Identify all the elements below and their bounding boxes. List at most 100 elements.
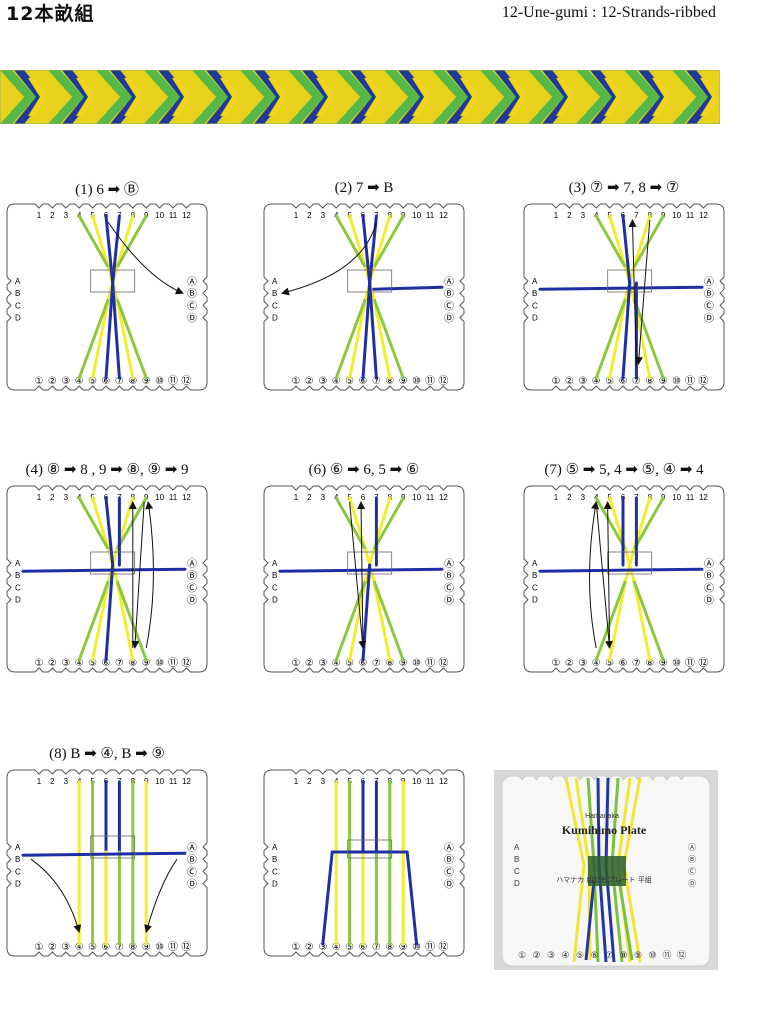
strand <box>538 285 704 291</box>
top-number: 11 <box>426 493 435 502</box>
bottom-number: ③ <box>61 376 70 387</box>
strand <box>372 578 405 662</box>
move-arrow <box>357 501 366 649</box>
top-number: 1 <box>294 777 299 786</box>
step-panel-1: (1) 6 ➡ Ⓑ 1 2 3 4 5 6 7 8 9 10 11 12 ① ② ③ ④ ⑤ ⑥ ⑦ ⑧ ⑨ ⑩ ⑪ ⑫ A B C… <box>2 178 212 400</box>
bottom-number: ⑦ <box>115 658 124 669</box>
bottom-number: ⑥ <box>619 658 628 669</box>
side-letter-right: Ⓑ <box>444 570 454 582</box>
move-arrow <box>30 858 82 933</box>
side-letter-right: Ⓐ <box>187 558 197 570</box>
top-number: 12 <box>439 493 448 502</box>
strand <box>104 496 115 567</box>
top-number: 11 <box>686 493 695 502</box>
bottom-number: ⑩ <box>412 376 421 387</box>
side-letter-left: B <box>15 855 20 864</box>
plate-outline <box>263 203 465 391</box>
top-number: 3 <box>64 777 69 786</box>
strand <box>91 214 111 270</box>
bottom-number: ⑥ <box>359 942 368 953</box>
top-number: 1 <box>294 211 299 220</box>
strand <box>538 567 704 573</box>
strand <box>91 496 111 552</box>
bottom-number: ⑧ <box>385 658 394 669</box>
move-arrow <box>281 221 377 296</box>
side-letter-left: A <box>15 843 21 852</box>
side-letter-right: Ⓓ <box>444 879 454 891</box>
braid-chevron-yellow <box>316 78 334 116</box>
braid-chevron-green <box>480 70 516 124</box>
braid-chevron-green <box>432 70 468 124</box>
bottom-number: ⑥ <box>102 658 111 669</box>
bottom-number: ⑥ <box>619 376 628 387</box>
top-number: 2 <box>50 211 55 220</box>
strand <box>621 281 632 380</box>
bottom-number: ⑨ <box>399 658 408 669</box>
bottom-number: ⑥ <box>102 376 111 387</box>
side-letter-left: B <box>272 855 277 864</box>
bottom-number: ⑦ <box>372 942 381 953</box>
bottom-number: ⑫ <box>698 375 708 387</box>
side-letter-left: B <box>272 289 277 298</box>
top-number: 2 <box>567 493 572 502</box>
top-number: 6 <box>361 493 366 502</box>
photo-bottom-number: ⑨ <box>634 951 642 961</box>
side-letter-left: D <box>15 880 21 889</box>
top-number: 12 <box>439 211 448 220</box>
top-number: 12 <box>439 777 448 786</box>
side-letter-left: A <box>15 277 21 286</box>
top-number: 3 <box>64 211 69 220</box>
photo-notch <box>634 775 642 781</box>
title-english: 12-Une-gumi : 12-Strands-ribbed <box>501 4 716 21</box>
side-letter-right: Ⓐ <box>187 842 197 854</box>
side-letter-left: D <box>272 880 278 889</box>
photo-letter-b: B <box>514 855 519 864</box>
side-letter-left: D <box>15 314 21 323</box>
top-number: 12 <box>699 211 708 220</box>
side-letter-right: Ⓑ <box>187 570 197 582</box>
braid-chevron-yellow <box>412 78 430 116</box>
strand <box>104 281 115 380</box>
bottom-number: ⑤ <box>605 376 614 387</box>
photo-notch <box>678 775 685 781</box>
step-label: (1) 6 ➡ Ⓑ <box>75 182 139 198</box>
photo-letter-a: A <box>514 843 520 852</box>
braid-chevron-green <box>288 70 324 124</box>
strand <box>21 567 187 573</box>
side-letter-left: A <box>15 559 21 568</box>
braid-chevron-green <box>672 70 708 124</box>
braid-chevron-green <box>0 70 36 124</box>
bottom-number: ② <box>48 376 57 387</box>
bottom-number: ④ <box>332 376 341 387</box>
strand <box>104 214 115 285</box>
top-number: 11 <box>426 211 435 220</box>
step-panel-5: (6) ⑥ ➡ 6, 5 ➡ ⑥ 1 2 3 4 5 6 7 8 9 10 11 12 ① ② ③ ④ ⑤ ⑥ ⑦ ⑧… <box>259 460 469 682</box>
side-letter-right: Ⓑ <box>187 854 197 866</box>
photo-bottom-number: ③ <box>547 951 555 961</box>
photo-brand: Hamanaka <box>585 813 619 820</box>
bottom-number: ⑨ <box>142 942 151 953</box>
strand <box>334 578 368 662</box>
top-number: 1 <box>37 211 42 220</box>
strand <box>348 496 368 552</box>
strand <box>115 578 135 662</box>
bottom-number: ⑦ <box>372 376 381 387</box>
top-number: 1 <box>37 777 42 786</box>
side-letter-right: Ⓐ <box>704 558 714 570</box>
bottom-number: ③ <box>318 658 327 669</box>
bottom-number: ① <box>35 376 44 387</box>
photo-bottom-number: ⑤ <box>576 951 584 961</box>
bottom-number: ④ <box>332 942 341 953</box>
bottom-number: ⑪ <box>168 375 178 387</box>
bottom-number: ⑤ <box>605 658 614 669</box>
side-letter-right: Ⓐ <box>444 276 454 288</box>
side-letter-right: Ⓒ <box>704 300 714 312</box>
bottom-number: ④ <box>332 658 341 669</box>
side-letter-right: Ⓑ <box>444 854 454 866</box>
side-letter-left: A <box>272 843 278 852</box>
move-arrow <box>628 219 637 367</box>
step-panel-6: (7) ⑤ ➡ 5, 4 ➡ ⑤, ④ ➡ 4 1 2 3 4 5 6 7 8 9 10 11 12 ①… <box>519 460 729 682</box>
strand <box>372 496 405 552</box>
strand <box>115 214 135 270</box>
